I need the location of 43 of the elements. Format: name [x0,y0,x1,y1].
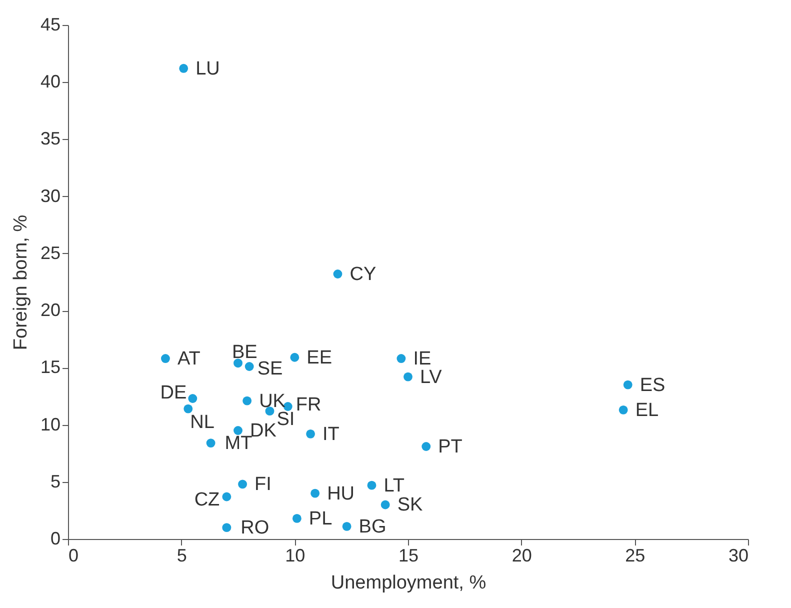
annotation: PT [438,436,463,458]
annotation: MT [224,433,253,454]
y-tick-label: 35 [40,128,60,149]
y-tick-label: 15 [40,357,60,378]
annotation: CY [350,264,376,286]
x-tick-label: 20 [512,546,532,566]
annotation: EE [306,347,332,368]
y-tick-label: 30 [40,186,60,206]
annotation: BE [232,342,258,364]
annotation: DE [160,382,187,404]
annotation: RO [240,518,270,539]
annotation: NL [190,412,214,433]
x-tick-label: 15 [398,546,419,566]
annotation: ES [640,374,666,396]
y-axis-title: Foreign born, % [10,214,32,350]
x-axis-title: Unemployment, % [330,572,486,594]
annotation: UK [259,390,286,412]
annotation: FR [296,394,322,416]
x-tick-label: 0 [68,546,79,566]
annotation: LU [196,58,220,80]
x-tick-label: 10 [285,546,306,566]
y-tick-label: 20 [40,300,60,320]
annotation: SE [257,358,283,380]
annotation: HU [327,483,355,504]
annotation: BG [358,516,386,538]
y-tick-label: 0 [50,528,60,548]
annotation: SI [276,409,295,430]
y-tick-label: 10 [40,414,60,434]
annotation: EL [635,400,659,421]
y-tick-label: 25 [40,242,60,263]
x-tick-label: 30 [728,546,748,566]
annotation: FI [254,474,272,496]
y-tick-label: 45 [40,14,60,34]
y-tick-label: 40 [40,72,60,92]
x-tick-label: 5 [176,546,187,566]
annotation: SK [397,494,424,516]
annotation: IT [322,424,340,445]
annotation: LT [384,475,405,496]
x-tick-label: 25 [625,546,646,566]
annotation: PL [308,508,332,530]
y-tick-label: 5 [50,471,60,492]
annotation: CZ [194,490,220,511]
annotation: AT [177,348,201,370]
